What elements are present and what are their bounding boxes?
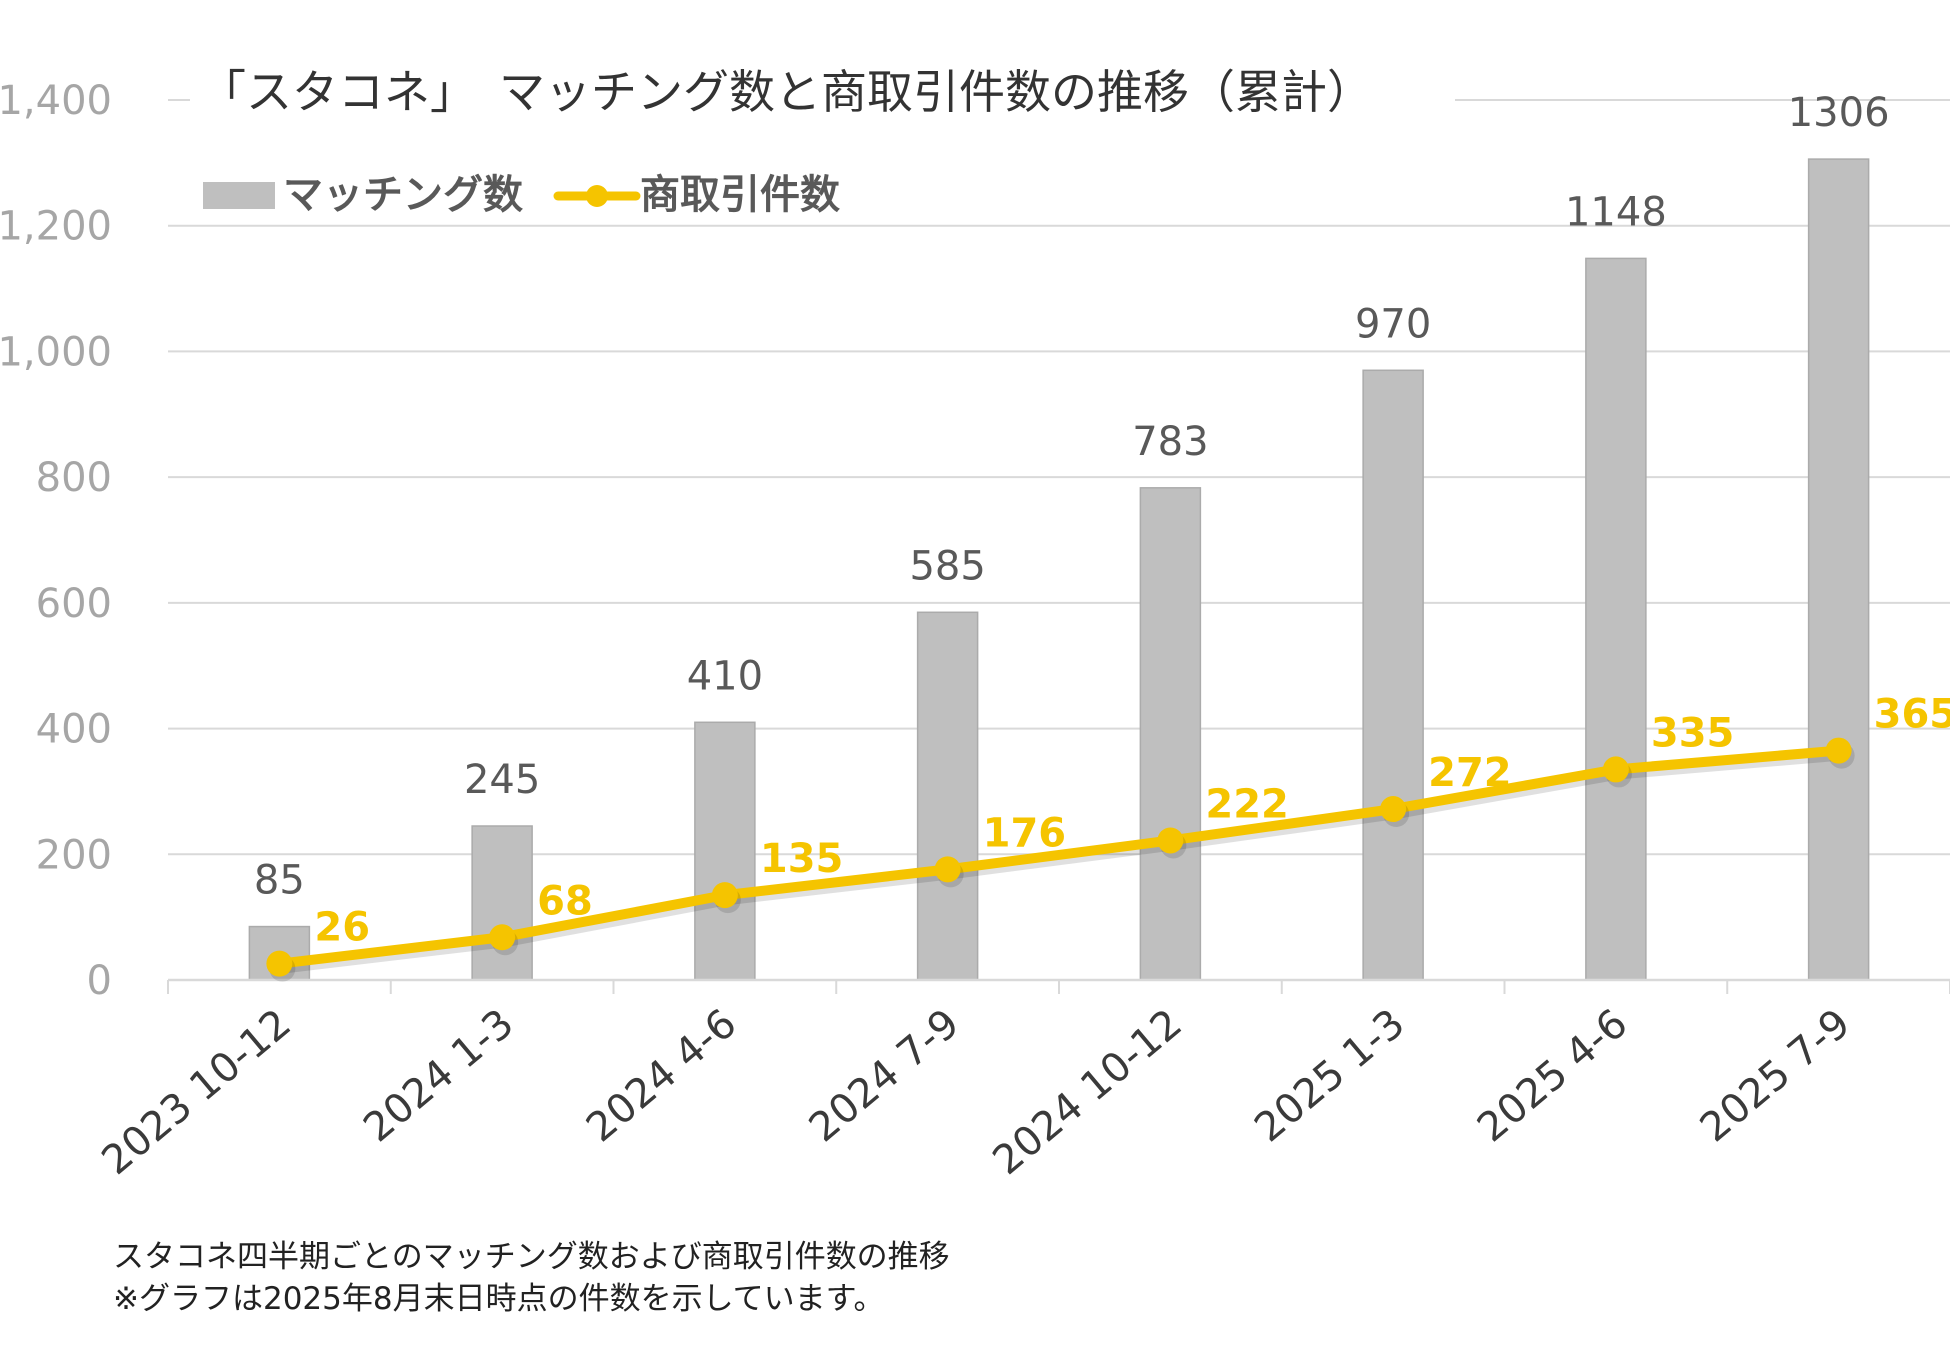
y-tick-label: 1,000: [0, 329, 112, 375]
line-series: [266, 737, 1855, 982]
line-shadow: [277, 750, 1847, 974]
line-value-label: 176: [983, 810, 1067, 856]
x-axis: [167, 978, 1950, 994]
legend-label-matching: マッチング数: [283, 172, 523, 218]
bar: [916, 611, 979, 981]
line-marker: [1602, 756, 1629, 783]
bar: [1585, 257, 1647, 981]
line-value-label: 272: [1428, 750, 1512, 796]
y-tick-label: 800: [36, 455, 112, 501]
y-tick-label: 600: [36, 581, 112, 627]
bar-value-label: 783: [1132, 419, 1208, 465]
legend: マッチング数 商取引件数: [203, 172, 840, 218]
line-marker: [266, 950, 293, 977]
line-marker: [1380, 796, 1407, 823]
line-value-label: 68: [537, 878, 593, 924]
x-tick-label: 2025 4-6: [1469, 1000, 1636, 1151]
line-marker: [711, 882, 738, 909]
bar: [694, 721, 756, 981]
legend-label-transactions: 商取引件数: [640, 172, 840, 218]
x-tick-label: 2024 7-9: [801, 1000, 968, 1151]
line-marker: [1157, 827, 1184, 854]
y-tick-label: 0: [87, 958, 112, 1004]
bar-value-label: 585: [909, 543, 985, 589]
bar: [1807, 158, 1870, 981]
y-axis-ticks: 0 200 400 600 800 1,000 1,200 1,400: [0, 78, 112, 1004]
bar-value-label: 1148: [1565, 189, 1667, 235]
y-tick-label: 1,400: [0, 78, 112, 124]
bar-series: [248, 158, 1870, 981]
y-tick-label: 1,200: [0, 204, 112, 250]
bar-value-label: 85: [254, 858, 305, 904]
chart-title: 「スタコネ」 マッチング数と商取引件数の推移（累計）: [200, 65, 1373, 119]
line-marker: [489, 924, 516, 951]
x-tick-label: 2025 7-9: [1692, 1000, 1859, 1151]
bar-value-label: 410: [687, 653, 763, 699]
line-value-label: 135: [760, 836, 844, 882]
bar-value-label: 1306: [1788, 90, 1890, 136]
title-background: [190, 60, 1455, 130]
bar: [1362, 369, 1424, 981]
data-labels: 85 245 410 585 783 970 1148 1306 26 68 135 176 222 27…: [254, 90, 1950, 951]
line-marker: [1825, 737, 1852, 764]
bar-value-label: 970: [1355, 301, 1431, 347]
bar: [471, 825, 533, 981]
footnote-line-2: ※グラフは2025年8月末日時点の件数を示しています。: [113, 1281, 885, 1317]
x-tick-label: 2024 4-6: [578, 1000, 745, 1151]
legend-swatch-bar: [203, 182, 275, 209]
y-tick-label: 400: [36, 707, 112, 753]
x-axis-ticks: 2023 10-12 2024 1-3 2024 4-6 2024 7-9 2024 1…: [93, 1000, 1859, 1184]
footnote: スタコネ四半期ごとのマッチング数および商取引件数の推移 ※グラフは2025年8月…: [113, 1236, 950, 1320]
legend-swatch-marker: [586, 185, 608, 207]
bar: [1139, 487, 1202, 981]
footnote-line-1: スタコネ四半期ごとのマッチング数および商取引件数の推移: [113, 1239, 950, 1275]
line-marker: [934, 856, 961, 883]
x-tick-label: 2025 1-3: [1246, 1000, 1413, 1151]
line-path: [274, 745, 1844, 969]
bar-value-label: 245: [464, 757, 540, 803]
x-tick-label: 2023 10-12: [93, 1000, 299, 1184]
line-value-label: 365: [1874, 692, 1950, 738]
line-value-label: 335: [1651, 710, 1735, 756]
x-tick-label: 2024 10-12: [984, 1000, 1190, 1184]
y-tick-label: 200: [36, 832, 112, 878]
x-tick-label: 2024 1-3: [355, 1000, 522, 1151]
line-value-label: 26: [314, 905, 370, 951]
line-value-label: 222: [1205, 781, 1289, 827]
